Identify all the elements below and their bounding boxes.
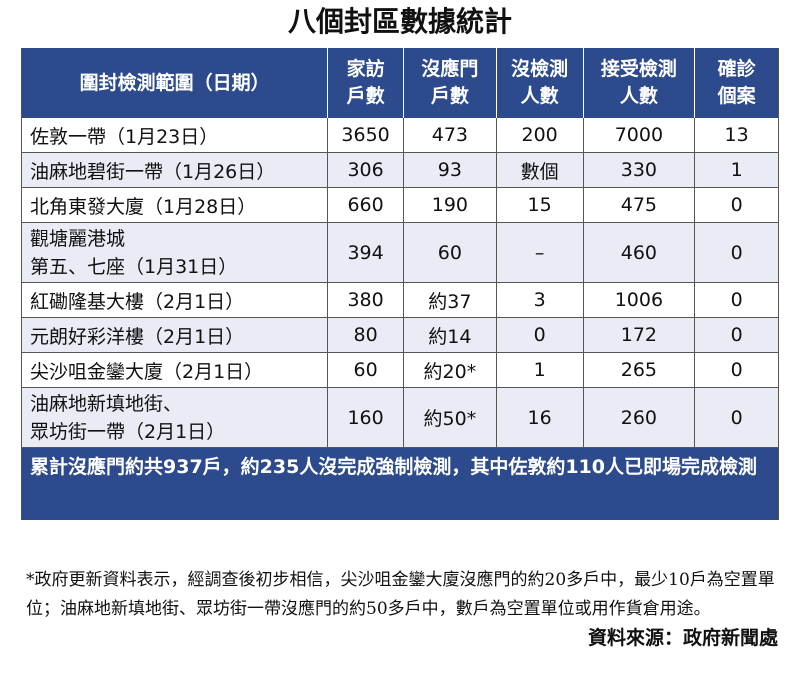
header-untested-line2: 人數 [520, 85, 559, 107]
visited-cell: 80 [328, 318, 404, 353]
confirmed-cell: 0 [695, 318, 778, 353]
untested-cell: 15 [496, 188, 584, 223]
header-confirmed-line1: 確診 [717, 58, 756, 80]
no-answer-cell: 473 [404, 118, 497, 153]
area-cell: 尖沙咀金鑾大廈（2月1日） [22, 353, 329, 388]
area-label: 佐敦一帶（1月23日） [30, 125, 219, 148]
tested-cell: 475 [583, 188, 696, 223]
visited-cell: 306 [328, 153, 404, 188]
header-no-answer-line2: 戶數 [430, 85, 469, 107]
source-credit: 資料來源：政府新聞處 [581, 624, 778, 653]
untested-cell: – [496, 223, 584, 283]
visited-cell: 394 [328, 223, 404, 283]
visited-cell: 660 [328, 188, 404, 223]
header-visited-line2: 戶數 [346, 85, 385, 107]
table-header-row: 圍封檢測範圍（日期） 家訪 戶數 沒應門 戶數 沒檢測 人數 接受檢測 人數 確… [22, 48, 778, 118]
area-label: 紅磡隆基大樓（2月1日） [30, 290, 245, 313]
header-visited-line1: 家訪 [346, 58, 385, 80]
area-label: 尖沙咀金鑾大廈（2月1日） [30, 360, 264, 383]
area-cell: 油麻地新填地街、 眾坊街一帶（2月1日） [22, 388, 329, 448]
header-no-answer: 沒應門 戶數 [404, 48, 497, 118]
tested-cell: 1006 [583, 283, 696, 318]
untested-cell: 16 [496, 388, 584, 448]
no-answer-cell: 93 [404, 153, 497, 188]
header-area: 圍封檢測範圍（日期） [22, 48, 329, 118]
tested-cell: 260 [583, 388, 696, 448]
table-row: 尖沙咀金鑾大廈（2月1日） 60 約20* 1 265 0 [22, 353, 778, 388]
header-visited: 家訪 戶數 [328, 48, 404, 118]
header-tested-line2: 人數 [619, 85, 658, 107]
area-cell: 觀塘麗港城 第五、七座（1月31日） [22, 223, 329, 283]
footnote: *政府更新資料表示，經調查後初步相信，尖沙咀金鑾大廈沒應門的約20多戶中，最少1… [26, 570, 775, 619]
tested-cell: 460 [583, 223, 696, 283]
header-untested-line1: 沒檢測 [511, 58, 569, 80]
table-row: 紅磡隆基大樓（2月1日） 380 約37 3 1006 0 [22, 283, 778, 318]
confirmed-cell: 13 [695, 118, 778, 153]
no-answer-cell: 約50* [404, 388, 497, 448]
area-label-line1: 油麻地新填地街、 [30, 392, 183, 415]
page-title: 八個封區數據統計 [287, 5, 512, 38]
untested-cell: 200 [496, 118, 584, 153]
table-row: 元朗好彩洋樓（2月1日） 80 約14 0 172 0 [22, 318, 778, 353]
area-label: 油麻地碧街一帶（1月26日） [30, 160, 276, 183]
header-untested: 沒檢測 人數 [497, 48, 584, 118]
no-answer-cell: 60 [404, 223, 497, 283]
tested-cell: 7000 [583, 118, 696, 153]
confirmed-cell: 0 [695, 188, 778, 223]
tested-cell: 265 [583, 353, 696, 388]
confirmed-cell: 0 [695, 388, 778, 448]
untested-cell: 數個 [496, 153, 584, 188]
untested-cell: 3 [496, 283, 584, 318]
table-row: 油麻地新填地街、 眾坊街一帶（2月1日） 160 約50* 16 260 0 [22, 388, 778, 448]
header-area-label: 圍封檢測範圍（日期） [79, 71, 270, 94]
stats-table: 圍封檢測範圍（日期） 家訪 戶數 沒應門 戶數 沒檢測 人數 接受檢測 人數 確… [21, 48, 779, 520]
no-answer-cell: 190 [404, 188, 497, 223]
summary-banner: 累計沒應門約共937戶，約235人沒完成強制檢測，其中佐敦約110人已即場完成檢… [22, 448, 778, 520]
header-confirmed-line2: 個案 [717, 85, 756, 107]
header-tested: 接受檢測 人數 [584, 48, 696, 118]
untested-cell: 1 [496, 353, 584, 388]
confirmed-cell: 0 [695, 353, 778, 388]
header-no-answer-line1: 沒應門 [421, 58, 479, 80]
area-cell: 元朗好彩洋樓（2月1日） [22, 318, 329, 353]
tested-cell: 330 [583, 153, 696, 188]
area-cell: 北角東發大廈（1月28日） [22, 188, 329, 223]
visited-cell: 60 [328, 353, 404, 388]
no-answer-cell: 約20* [404, 353, 497, 388]
header-confirmed: 確診 個案 [695, 48, 778, 118]
table-row: 觀塘麗港城 第五、七座（1月31日） 394 60 – 460 0 [22, 223, 778, 283]
area-label-line1: 觀塘麗港城 [30, 227, 126, 250]
visited-cell: 380 [328, 283, 404, 318]
tested-cell: 172 [583, 318, 696, 353]
visited-cell: 3650 [328, 118, 404, 153]
confirmed-cell: 0 [695, 283, 778, 318]
no-answer-cell: 約14 [404, 318, 497, 353]
no-answer-cell: 約37 [404, 283, 497, 318]
area-cell: 油麻地碧街一帶（1月26日） [22, 153, 329, 188]
header-tested-line1: 接受檢測 [600, 58, 677, 80]
area-label-line2: 眾坊街一帶（2月1日） [30, 420, 226, 443]
area-label: 元朗好彩洋樓（2月1日） [30, 325, 245, 348]
untested-cell: 0 [496, 318, 584, 353]
table-body: 佐敦一帶（1月23日） 3650 473 200 7000 13 油麻地碧街一帶… [22, 118, 778, 448]
table-row: 佐敦一帶（1月23日） 3650 473 200 7000 13 [22, 118, 778, 153]
confirmed-cell: 0 [695, 223, 778, 283]
area-cell: 佐敦一帶（1月23日） [22, 118, 329, 153]
visited-cell: 160 [328, 388, 404, 448]
area-label: 北角東發大廈（1月28日） [30, 195, 257, 218]
table-row: 油麻地碧街一帶（1月26日） 306 93 數個 330 1 [22, 153, 778, 188]
confirmed-cell: 1 [695, 153, 778, 188]
table-row: 北角東發大廈（1月28日） 660 190 15 475 0 [22, 188, 778, 223]
area-label-line2: 第五、七座（1月31日） [30, 255, 238, 278]
area-cell: 紅磡隆基大樓（2月1日） [22, 283, 329, 318]
